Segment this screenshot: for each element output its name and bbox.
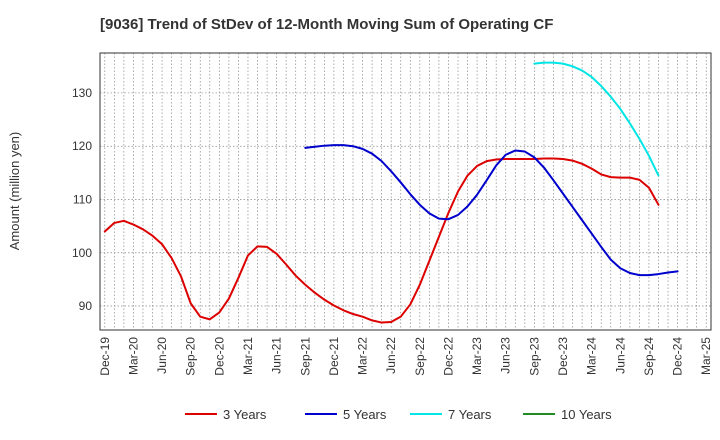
y-axis-ticks: 90 100 110 120 130 [72, 86, 92, 313]
series-line-5-years [304, 144, 679, 277]
x-tick-label: Sep-21 [298, 337, 312, 376]
y-axis-label: Amount (million yen) [7, 132, 22, 251]
x-tick-label: Dec-20 [212, 337, 226, 376]
x-tick-label: Jun-22 [384, 337, 398, 374]
series-line-7-years [533, 61, 660, 177]
x-tick-label: Dec-19 [98, 337, 112, 376]
grid-layer [100, 53, 711, 330]
x-tick-label: Jun-21 [270, 337, 284, 374]
legend: 3 Years 5 Years 7 Years 10 Years [185, 407, 612, 422]
x-tick-label: Sep-24 [642, 337, 656, 376]
x-tick-label: Mar-22 [356, 337, 370, 375]
y-tick-label: 110 [73, 192, 92, 206]
x-tick-label: Mar-25 [699, 337, 713, 375]
legend-label: 7 Years [448, 407, 492, 422]
y-tick-label: 100 [72, 246, 92, 260]
x-tick-label: Jun-24 [613, 337, 627, 374]
x-tick-label: Sep-20 [184, 337, 198, 376]
series-line-3-years [103, 157, 660, 324]
x-tick-label: Mar-24 [585, 337, 599, 375]
x-tick-label: Mar-23 [470, 337, 484, 375]
legend-label: 5 Years [343, 407, 387, 422]
x-tick-label: Sep-22 [413, 337, 427, 376]
series-layer [103, 61, 679, 324]
legend-label: 3 Years [223, 407, 267, 422]
x-axis-ticks: Dec-19 Mar-20 Jun-20 Sep-20 Dec-20 Mar-21 Jun-… [98, 337, 713, 376]
legend-label: 10 Years [561, 407, 612, 422]
x-tick-label: Mar-20 [126, 337, 140, 375]
y-tick-label: 120 [72, 139, 92, 153]
x-tick-label: Sep-23 [527, 337, 541, 376]
y-tick-label: 90 [79, 299, 93, 313]
x-tick-label: Dec-24 [671, 337, 685, 376]
x-tick-label: Dec-22 [441, 337, 455, 376]
y-tick-label: 130 [72, 86, 92, 100]
plot-frame [99, 52, 712, 331]
x-tick-label: Dec-21 [327, 337, 341, 376]
chart-title: [9036] Trend of StDev of 12-Month Moving… [100, 16, 553, 33]
x-tick-label: Dec-23 [556, 337, 570, 376]
x-tick-label: Mar-21 [241, 337, 255, 375]
x-tick-label: Jun-20 [155, 337, 169, 374]
x-tick-label: Jun-23 [499, 337, 513, 374]
